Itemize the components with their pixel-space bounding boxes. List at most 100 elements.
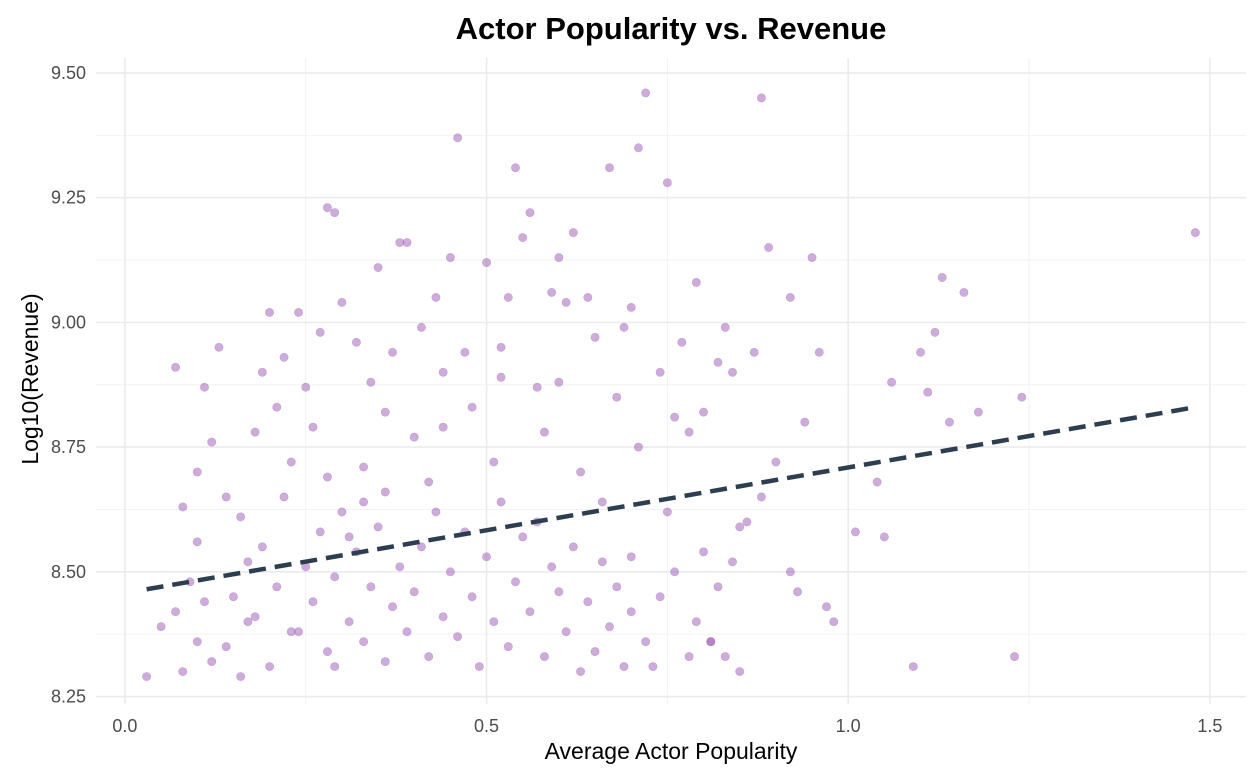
data-point [916,347,926,357]
data-point [416,322,426,332]
data-point [351,337,361,347]
data-point [308,597,318,607]
data-point [699,407,709,417]
data-point [605,163,615,173]
data-point [800,417,810,427]
data-point [171,607,181,617]
data-point [561,627,571,637]
trend-line [146,404,1196,592]
data-point [388,347,398,357]
data-point [482,258,492,268]
data-point [250,427,260,437]
data-point [265,662,275,672]
data-point [720,322,730,332]
chart-title: Actor Popularity vs. Revenue [456,11,887,46]
data-point [272,582,282,592]
data-point [633,143,643,153]
data-point [959,287,969,297]
grid-layer [96,58,1246,704]
data-point [713,582,723,592]
data-point [373,522,383,532]
data-point [322,203,332,213]
data-point [257,542,267,552]
data-point [453,632,463,642]
data-point [641,88,651,98]
data-point [482,552,492,562]
data-point [402,627,412,637]
data-point [366,582,376,592]
data-point [576,667,586,677]
data-point [250,612,260,622]
data-point [409,432,419,442]
y-tick-label: 9.25 [51,188,86,208]
data-point [279,492,289,502]
data-point [207,437,217,447]
data-point [568,542,578,552]
data-point [359,462,369,472]
data-point [1017,392,1027,402]
data-point [691,277,701,287]
data-point [402,238,412,248]
data-point [510,163,520,173]
data-point [539,652,549,662]
data-point [474,662,484,672]
data-point [445,253,455,263]
y-tick-label: 8.25 [51,687,86,707]
data-point [727,557,737,567]
data-point [214,342,224,352]
data-point [315,327,325,337]
data-point [503,292,513,302]
trend-layer [146,404,1196,592]
data-point [221,642,231,652]
data-point [554,377,564,387]
data-point [286,457,296,467]
y-tick-label: 9.00 [51,312,86,332]
data-point [670,412,680,422]
data-point [416,542,426,552]
data-point [872,477,882,487]
data-point [937,272,947,282]
data-point [373,263,383,273]
data-point [727,367,737,377]
data-point [272,402,282,412]
data-point [301,382,311,392]
data-point [662,178,672,188]
data-point [677,337,687,347]
data-point [380,407,390,417]
data-point [655,592,665,602]
data-point [322,647,332,657]
data-point [590,332,600,342]
data-point [662,507,672,517]
data-point [171,362,181,372]
data-point [489,617,499,627]
data-point [706,637,716,647]
data-point [771,457,781,467]
data-point [930,327,940,337]
data-point [228,592,238,602]
data-point [337,507,347,517]
data-point [670,567,680,577]
data-point [330,208,340,218]
data-point [453,133,463,143]
data-point [489,457,499,467]
data-point [236,672,246,682]
data-point [785,292,795,302]
data-point [510,577,520,587]
data-point [496,342,506,352]
data-point [626,302,636,312]
data-point [785,567,795,577]
x-tick-label: 1.0 [836,716,861,736]
data-point [395,562,405,572]
data-point [923,387,933,397]
tick-labels-layer: 0.0 0.5 1.0 1.5 8.25 8.50 8.75 9.00 9.25 9.50 [51,63,1222,736]
data-point [243,557,253,567]
data-point [547,562,557,572]
data-point [337,297,347,307]
data-point [257,367,267,377]
data-point [605,622,615,632]
x-tick-label: 0.5 [474,716,499,736]
data-point [583,597,593,607]
data-point [199,382,209,392]
data-point [142,672,152,682]
